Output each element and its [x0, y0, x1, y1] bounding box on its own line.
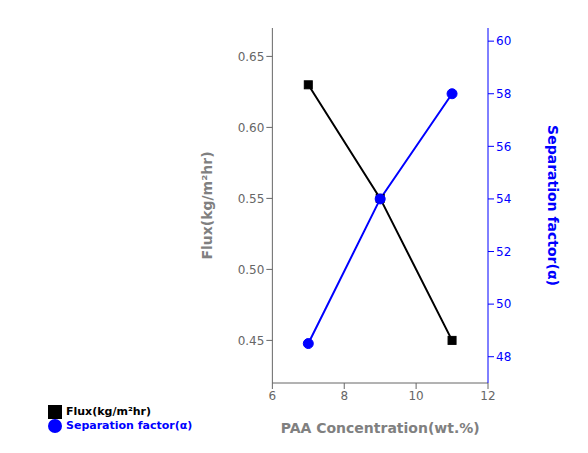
- svg-text:8: 8: [340, 389, 348, 403]
- svg-text:0.60: 0.60: [238, 121, 265, 135]
- svg-text:60: 60: [496, 34, 511, 48]
- svg-text:50: 50: [496, 297, 511, 311]
- html-text:Flux(kg/m²hr): Flux(kg/m²hr): [66, 405, 151, 418]
- svg-text:58: 58: [496, 87, 511, 101]
- svg-text:48: 48: [496, 350, 511, 364]
- svg-text:12: 12: [480, 389, 495, 403]
- svg-text:56: 56: [496, 140, 511, 154]
- svg-text:0.65: 0.65: [238, 50, 265, 64]
- svg-text:Separation factor(α): Separation factor(α): [545, 125, 561, 286]
- svg-text:0.55: 0.55: [238, 192, 265, 206]
- svg-text:6: 6: [269, 389, 277, 403]
- svg-text:10: 10: [408, 389, 423, 403]
- svg-text:54: 54: [496, 192, 511, 206]
- svg-text:52: 52: [496, 245, 511, 259]
- svg-text:PAA Concentration(wt.%): PAA Concentration(wt.%): [281, 420, 480, 436]
- svg-text:0.45: 0.45: [238, 334, 265, 348]
- svg-text:Flux(kg/m²hr): Flux(kg/m²hr): [199, 151, 215, 259]
- html-text:Separation factor(α): Separation factor(α): [66, 419, 193, 432]
- svg-text:0.50: 0.50: [238, 263, 265, 277]
